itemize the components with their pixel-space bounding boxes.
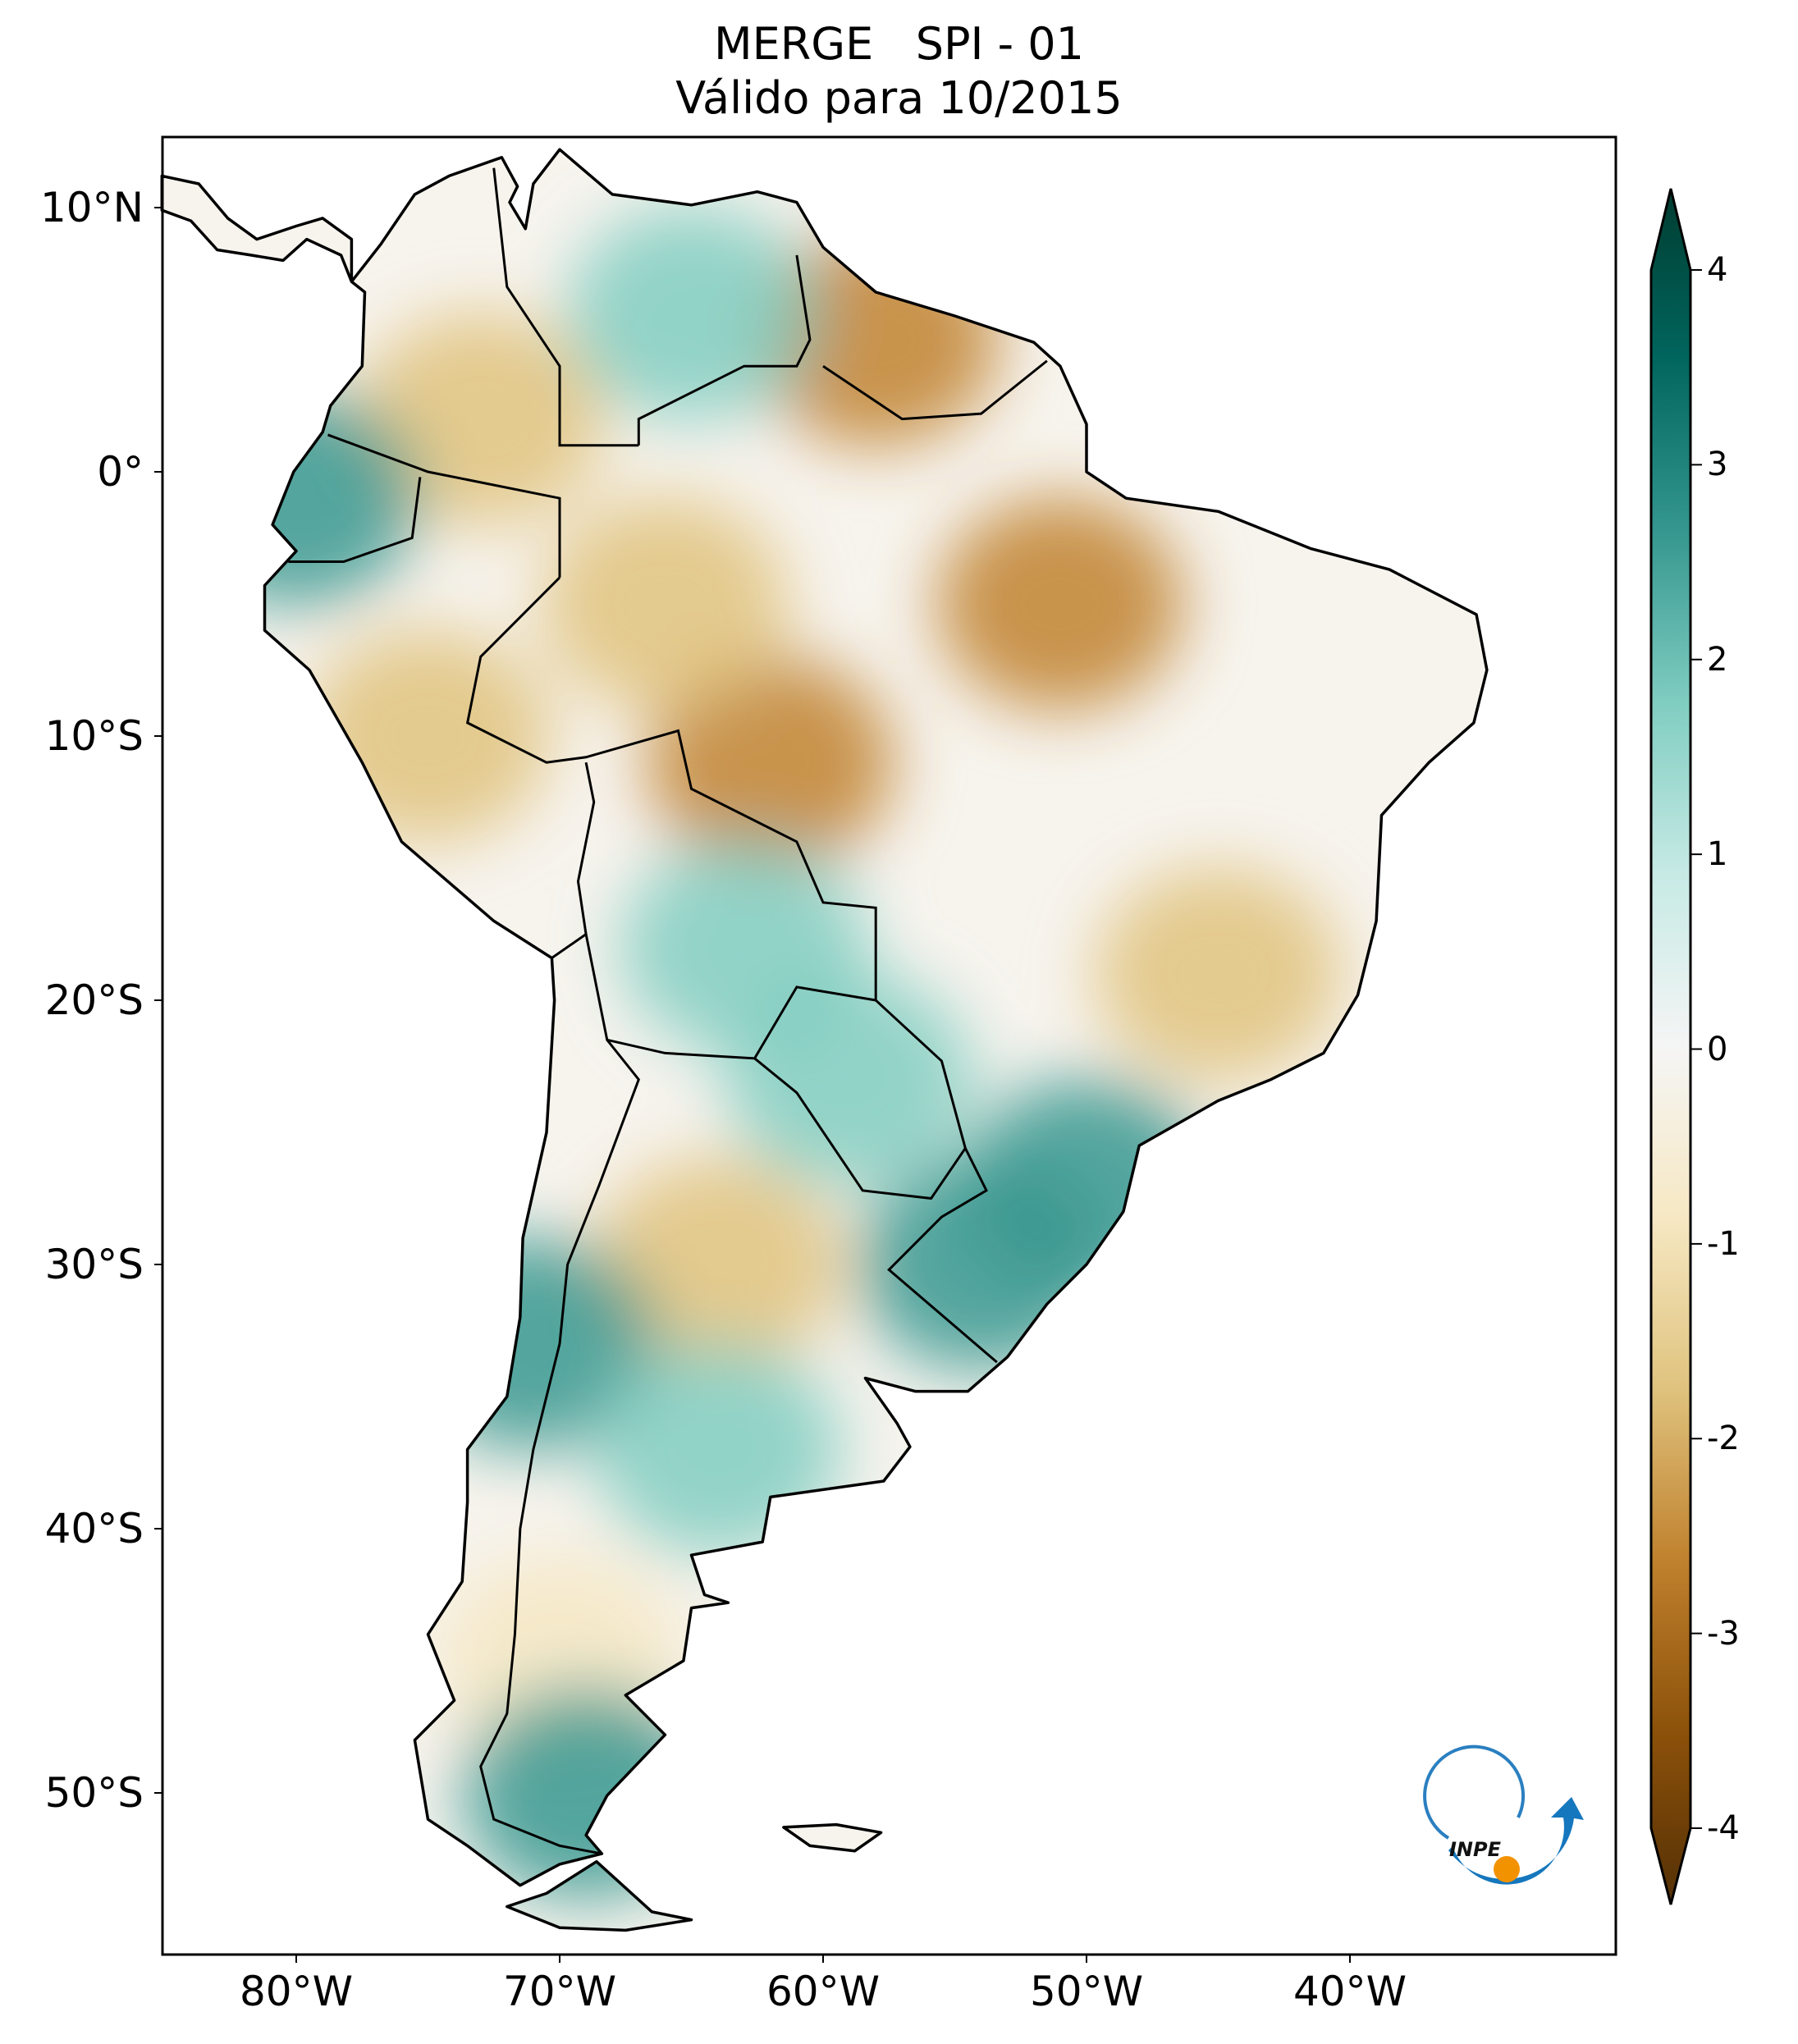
coastlines-borders <box>160 148 1489 1932</box>
colorbar-tick-label: 1 <box>1707 835 1728 874</box>
spi-anomaly-patch <box>304 629 551 843</box>
spi-anomaly-patch <box>620 840 867 1054</box>
country-border <box>492 167 639 447</box>
lat-tick-label: 10°N <box>39 184 144 231</box>
spi-anomaly-patch <box>647 656 894 870</box>
country-border <box>479 1039 641 1855</box>
country-border <box>753 1057 967 1200</box>
spi-anomaly-patch <box>594 1342 841 1557</box>
map-frame <box>161 135 1617 1956</box>
lon-tick-label: 70°W <box>502 1968 617 2015</box>
lon-tick-label: 80°W <box>239 1968 354 2015</box>
country-border <box>551 761 596 959</box>
lon-tick-label: 40°W <box>1292 1968 1407 2015</box>
spi-anomaly-patch <box>173 391 419 606</box>
inpe-logo: INPE <box>1423 1744 1584 1885</box>
lat-tick-label: 30°S <box>44 1241 144 1288</box>
country-border <box>288 477 422 563</box>
lat-tick-label: 10°S <box>44 712 144 760</box>
lat-tick-label: 0° <box>97 448 144 496</box>
country-border <box>327 433 561 578</box>
colorbar-tick-label: -1 <box>1707 1224 1740 1263</box>
country-border <box>822 359 1048 421</box>
axis-ticks <box>154 207 1351 1963</box>
country-border <box>637 254 812 446</box>
colorbar-tick-label: -3 <box>1707 1614 1740 1653</box>
spi-anomaly-patch <box>568 206 815 420</box>
spi-anomaly-patch <box>594 1158 841 1371</box>
colorbar-tick-label: -4 <box>1707 1809 1740 1847</box>
lat-tick-label: 20°S <box>44 976 144 1024</box>
colorbar-tick-label: 3 <box>1707 446 1728 484</box>
spi-anomaly-patch <box>357 312 604 526</box>
colorbar-tick-label: 0 <box>1707 1030 1728 1068</box>
colorbar <box>1649 188 1702 1905</box>
colorbar-tick-label: -2 <box>1707 1420 1740 1458</box>
map-subtitle: Válido para 10/2015 <box>675 72 1123 124</box>
colorbar-bar <box>1649 188 1692 1905</box>
lon-tick-label: 50°W <box>1029 1968 1144 2015</box>
lat-tick-label: 40°S <box>44 1505 144 1552</box>
spi-anomaly-patch <box>963 1078 1210 1292</box>
colorbar-tick-label: 2 <box>1707 640 1728 679</box>
spi-anomaly-patch <box>1095 867 1342 1081</box>
country-border <box>465 576 998 1364</box>
spi-anomaly-patch <box>936 497 1183 711</box>
lat-tick-label: 50°S <box>44 1769 144 1817</box>
country-border <box>584 934 876 1060</box>
map-title: MERGE SPI - 01 <box>714 18 1084 70</box>
colorbar-tick-label: 4 <box>1707 251 1728 289</box>
svg-text:INPE: INPE <box>1449 1838 1502 1861</box>
lon-tick-label: 60°W <box>766 1968 881 2015</box>
coastline <box>160 148 1489 1932</box>
spi-anomaly-patch <box>542 497 789 711</box>
